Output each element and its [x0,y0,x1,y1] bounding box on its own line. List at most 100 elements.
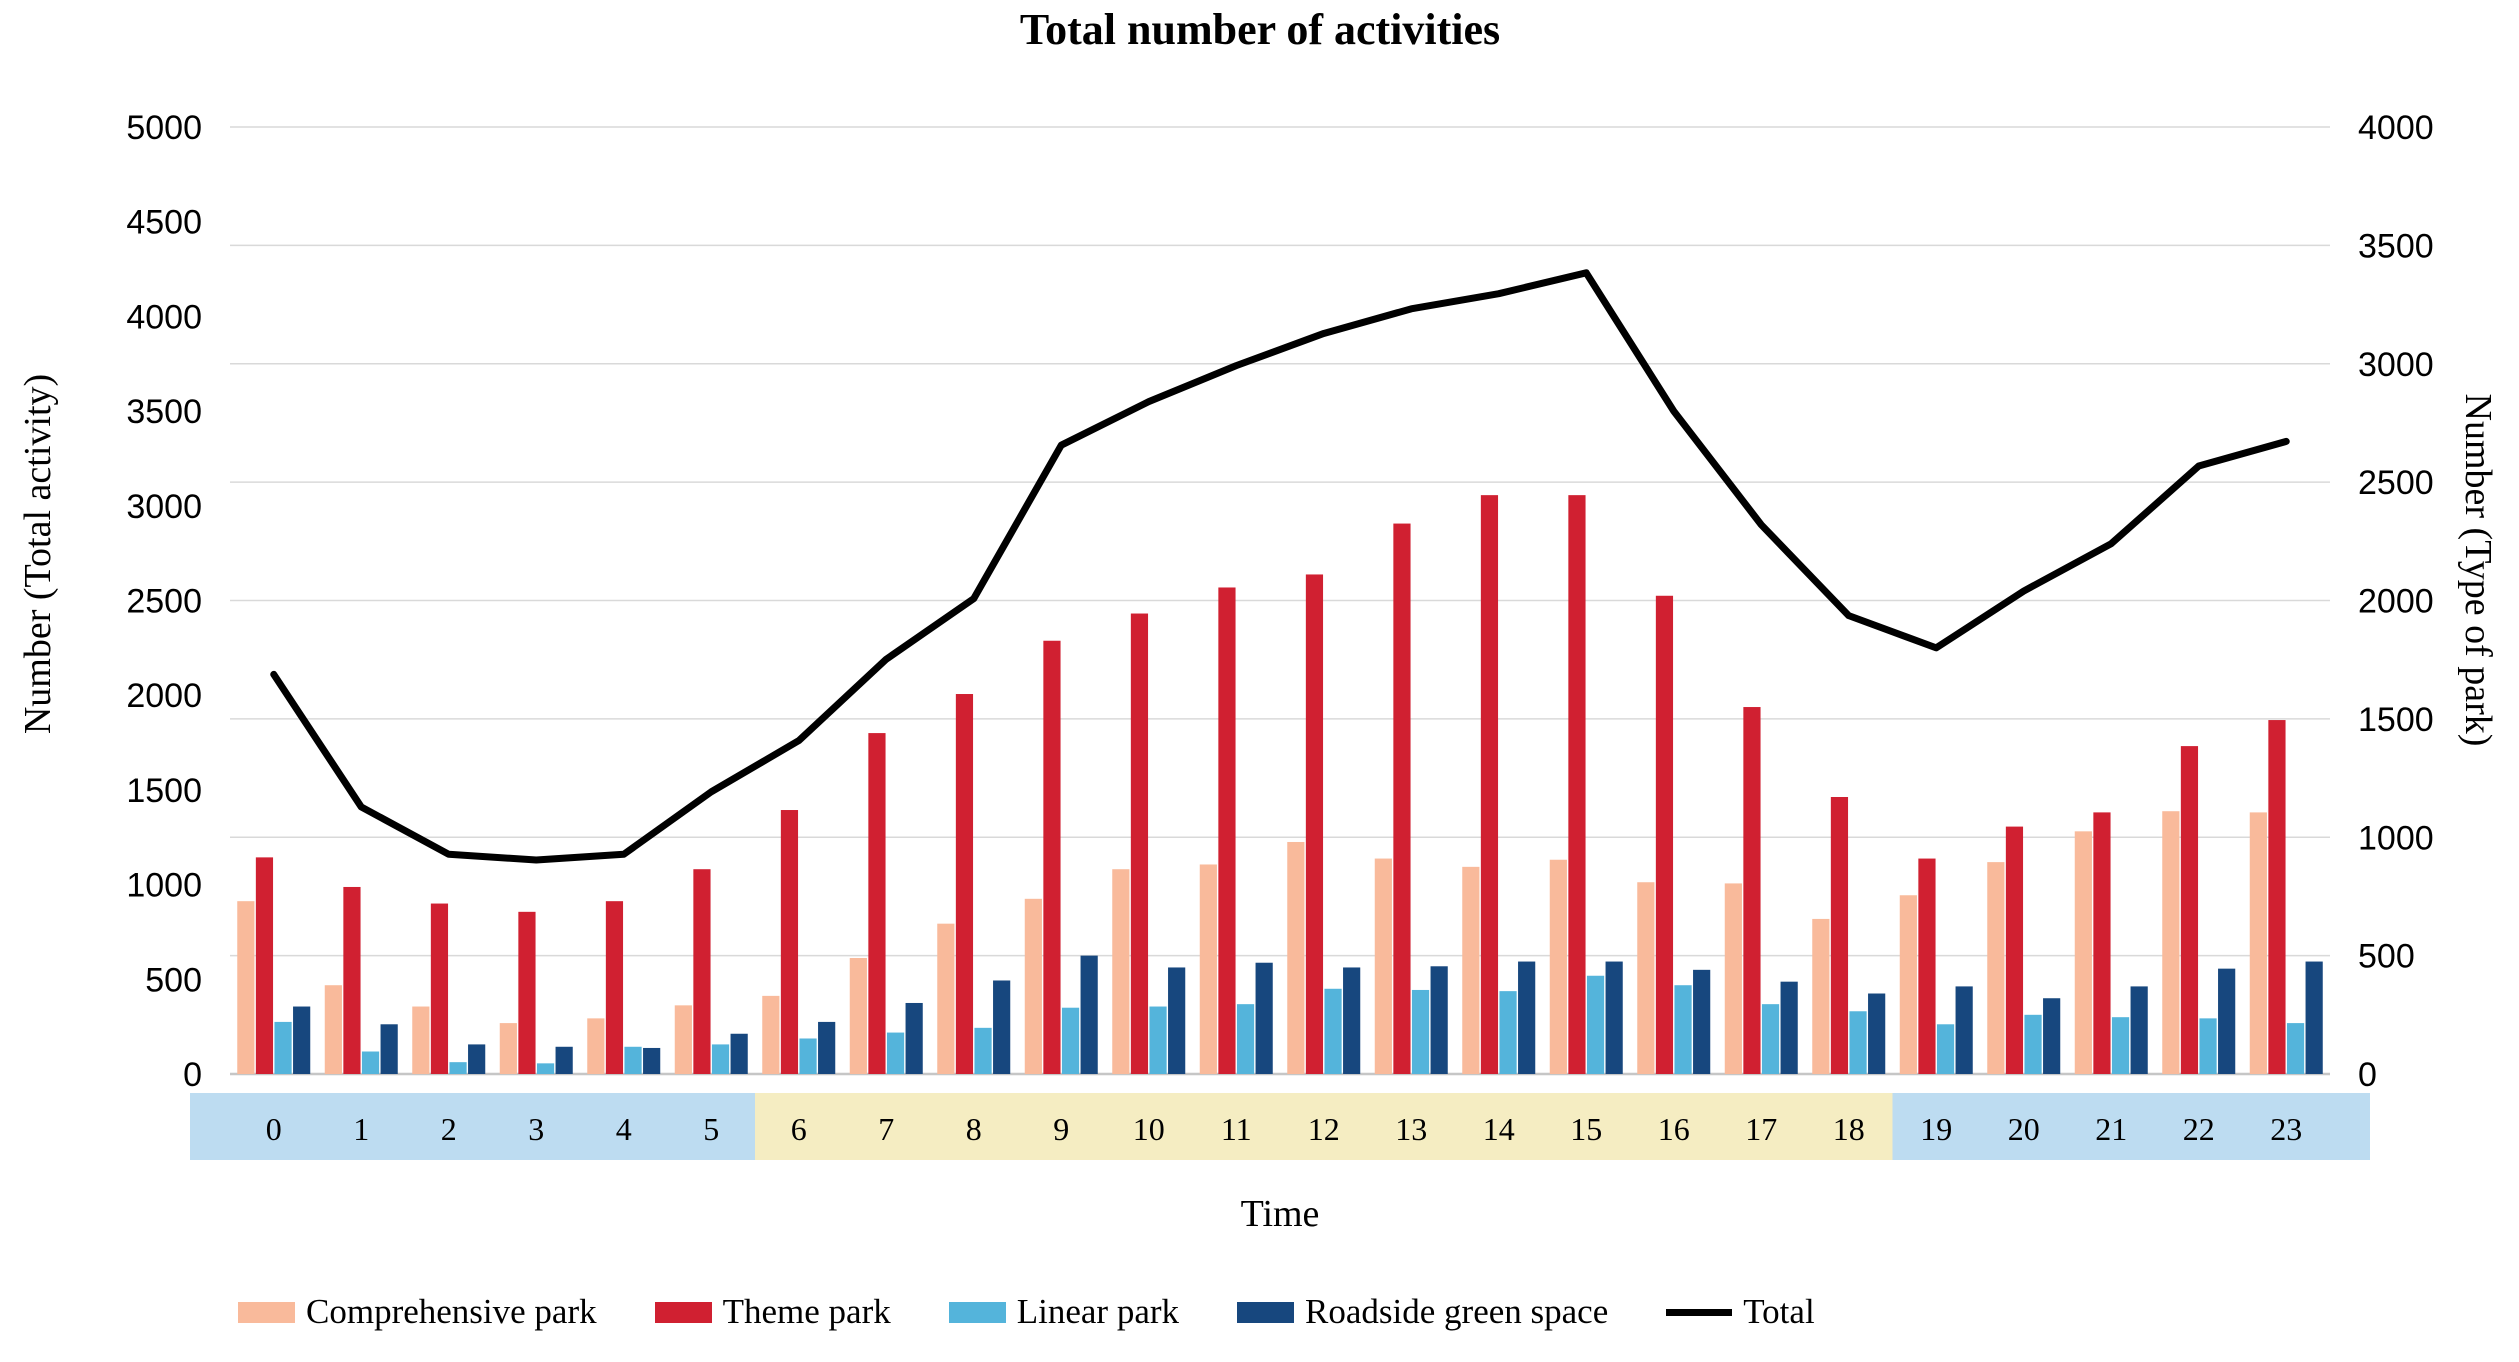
y-right-tick-label: 2500 [2358,464,2434,502]
x-tick-label: 8 [966,1111,982,1147]
bar-theme-park-hour-11 [1218,587,1236,1074]
y-right-tick-label: 2000 [2358,583,2434,621]
legend-label: Theme park [722,1292,891,1331]
y-left-tick-label: 3000 [126,488,202,526]
legend-item-roadside-green-space: Roadside green space [1237,1292,1608,1332]
bar-comprehensive-park-hour-15 [1549,859,1567,1074]
x-tick-label: 7 [878,1111,894,1147]
bar-comprehensive-park-hour-11 [1199,864,1217,1074]
bar-comprehensive-park-hour-6 [762,995,780,1074]
bar-comprehensive-park-hour-2 [412,1006,430,1074]
x-tick-label: 0 [266,1111,282,1147]
bar-roadside-green-space-hour-10 [1168,967,1186,1074]
bar-linear-park-hour-20 [2024,1014,2042,1074]
x-tick-label: 22 [2183,1111,2215,1147]
x-tick-label: 1 [353,1111,369,1147]
x-tick-label: 21 [2095,1111,2127,1147]
day-band [755,1093,1893,1160]
bar-theme-park-hour-16 [1655,595,1674,1074]
bar-linear-park-hour-9 [1061,1007,1080,1074]
y-left-tick-label: 1500 [126,772,202,810]
bar-comprehensive-park-hour-23 [2249,812,2267,1074]
bar-theme-park-hour-21 [2093,812,2111,1074]
bar-roadside-green-space-hour-13 [1430,966,1448,1074]
x-tick-label: 12 [1308,1111,1340,1147]
chart-title: Total number of activities [1019,5,1501,54]
bar-theme-park-hour-23 [2268,720,2286,1074]
x-tick-label: 20 [2008,1111,2040,1147]
legend-item-theme-park: Theme park [654,1292,891,1332]
legend-item-total: Total [1666,1292,1815,1332]
x-tick-label: 3 [528,1111,544,1147]
bar-theme-park-hour-8 [955,694,974,1074]
bar-roadside-green-space-hour-7 [905,1002,923,1074]
bar-comprehensive-park-hour-14 [1462,866,1480,1074]
legend-label: Linear park [1016,1292,1180,1331]
bar-theme-park-hour-14 [1480,495,1499,1074]
bar-comprehensive-park-hour-7 [849,957,867,1074]
x-tick-label: 18 [1833,1111,1865,1147]
bar-roadside-green-space-hour-0 [293,1006,311,1074]
bar-comprehensive-park-hour-1 [324,985,342,1074]
bar-theme-park-hour-15 [1568,495,1586,1074]
bar-theme-park-hour-4 [605,901,624,1074]
bar-theme-park-hour-9 [1043,640,1061,1074]
bar-comprehensive-park-hour-20 [1987,862,2005,1074]
x-tick-label: 9 [1053,1111,1069,1147]
y-right-tick-label: 1500 [2358,701,2434,739]
bar-roadside-green-space-hour-20 [2043,998,2061,1074]
night-band-early [190,1093,755,1160]
y-left-tick-label: 0 [183,1056,202,1094]
x-tick-label: 13 [1395,1111,1427,1147]
bar-roadside-green-space-hour-4 [643,1047,661,1074]
bar-comprehensive-park-hour-10 [1112,869,1130,1074]
bar-theme-park-hour-6 [780,810,799,1074]
y-left-tick-label: 4000 [126,298,202,336]
x-tick-label: 23 [2270,1111,2302,1147]
bar-linear-park-hour-13 [1411,989,1430,1074]
bar-linear-park-hour-11 [1236,1004,1255,1074]
bar-theme-park-hour-7 [868,733,886,1074]
bar-linear-park-hour-5 [711,1044,730,1074]
bar-comprehensive-park-hour-9 [1024,898,1042,1074]
y-left-tick-label: 3500 [126,393,202,431]
legend-label: Comprehensive park [306,1292,597,1331]
bar-theme-park-hour-22 [2180,746,2199,1074]
bar-roadside-green-space-hour-21 [2130,986,2148,1074]
legend: Comprehensive park Theme park Linear park R… [238,1292,1815,1332]
legend-label: Total [1743,1292,1815,1331]
x-axis-title: Time [1240,1193,1320,1235]
bar-linear-park-hour-12 [1324,988,1342,1074]
x-tick-label: 19 [1920,1111,1952,1147]
bar-linear-park-hour-16 [1674,985,1692,1074]
bar-comprehensive-park-hour-0 [237,901,255,1074]
bar-linear-park-hour-15 [1586,975,1605,1074]
legend-swatch-theme-park [654,1301,712,1323]
y-right-tick-label: 1000 [2358,819,2434,857]
y-right-tick-label: 0 [2358,1056,2377,1094]
y-left-tick-label: 1000 [126,867,202,905]
bar-roadside-green-space-hour-17 [1780,981,1798,1074]
x-tick-label: 17 [1745,1111,1777,1147]
bar-roadside-green-space-hour-2 [468,1044,486,1074]
bar-roadside-green-space-hour-5 [730,1033,748,1074]
bar-theme-park-hour-13 [1393,523,1411,1074]
y-right-tick-label: 3000 [2358,346,2434,384]
bar-roadside-green-space-hour-14 [1518,961,1536,1074]
y-left-tick-label: 5000 [126,109,202,147]
bar-theme-park-hour-0 [255,857,274,1074]
bar-roadside-green-space-hour-18 [1868,993,1886,1074]
bar-linear-park-hour-17 [1761,1004,1780,1074]
bar-comprehensive-park-hour-22 [2162,811,2180,1074]
x-tick-label: 11 [1221,1111,1252,1147]
legend-swatch-linear-park [948,1301,1006,1323]
legend-swatch-comprehensive-park [238,1301,295,1323]
legend-swatch-roadside-green-space [1237,1301,1295,1323]
bar-roadside-green-space-hour-19 [1955,986,1973,1074]
bar-linear-park-hour-10 [1149,1006,1167,1074]
bar-comprehensive-park-hour-17 [1724,883,1742,1074]
bar-linear-park-hour-3 [536,1063,555,1074]
legend-item-linear-park: Linear park [948,1292,1180,1332]
bar-theme-park-hour-17 [1743,707,1761,1074]
y-right-tick-label: 3500 [2358,227,2434,265]
